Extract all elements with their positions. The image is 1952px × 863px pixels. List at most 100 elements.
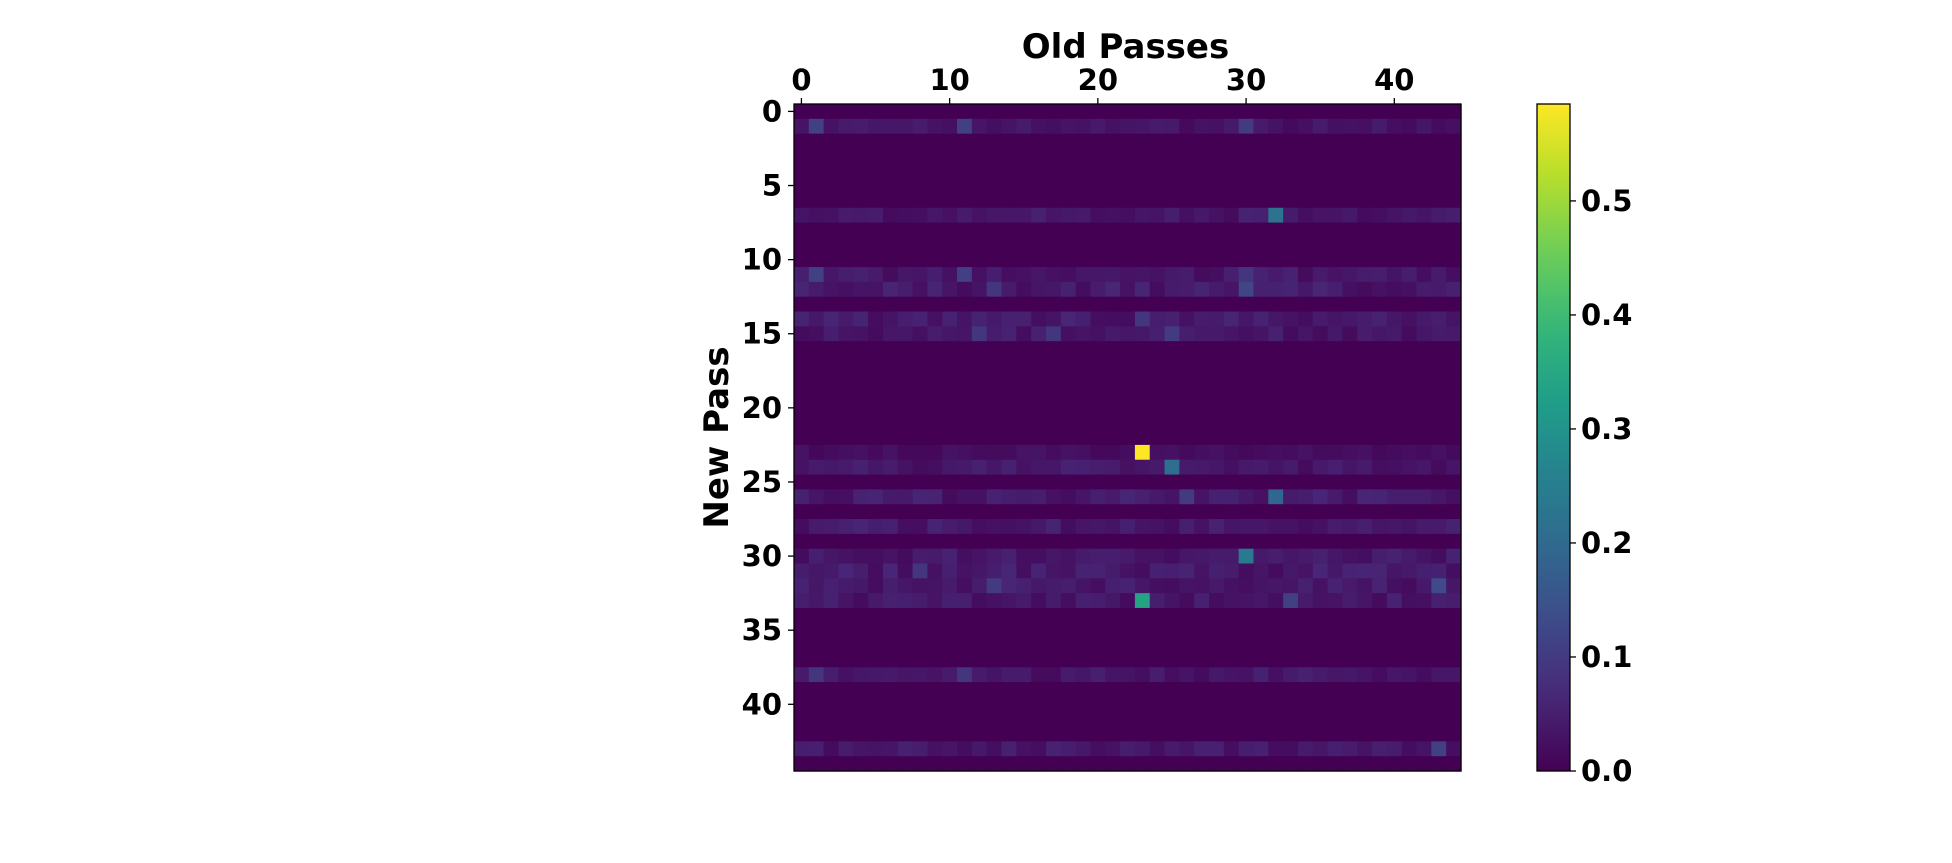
heatmap-cell <box>1179 133 1195 150</box>
heatmap-cell <box>1120 504 1136 520</box>
heatmap-cell <box>1268 104 1284 120</box>
heatmap-cell <box>1431 637 1447 654</box>
heatmap-cell <box>1238 548 1255 565</box>
heatmap-cell <box>957 118 973 135</box>
heatmap-cell <box>1268 415 1284 431</box>
heatmap-cell <box>1268 696 1284 713</box>
heatmap-cell <box>986 563 1003 579</box>
heatmap-cell <box>897 741 914 757</box>
heatmap-cell <box>1060 370 1077 387</box>
heatmap-cell <box>1090 148 1106 164</box>
heatmap-cell <box>794 519 810 535</box>
heatmap-cell <box>1149 756 1166 772</box>
heatmap-cell <box>942 148 958 164</box>
heatmap-cell <box>1416 504 1432 520</box>
heatmap-cell <box>868 237 884 253</box>
heatmap-cell <box>927 444 943 461</box>
heatmap-cell <box>882 430 899 446</box>
heatmap-cell <box>1031 355 1047 372</box>
heatmap-cell <box>868 622 884 639</box>
heatmap-cell <box>1001 756 1017 772</box>
heatmap-cell <box>1149 296 1166 313</box>
heatmap-cell <box>1060 178 1077 194</box>
heatmap-cell <box>912 192 928 209</box>
heatmap-cell <box>1105 548 1121 565</box>
heatmap-cell <box>853 741 869 757</box>
heatmap-cell <box>1446 178 1462 194</box>
heatmap-cell <box>1149 163 1166 179</box>
heatmap-cell <box>1105 682 1121 698</box>
heatmap-cell <box>794 696 810 713</box>
heatmap-cell <box>853 489 869 505</box>
heatmap-cell <box>1268 622 1284 639</box>
heatmap-cell <box>1134 519 1151 535</box>
heatmap-cell <box>1194 192 1210 209</box>
heatmap-cell <box>1209 118 1225 135</box>
heatmap-cell <box>1031 563 1047 579</box>
heatmap-cell <box>971 415 988 431</box>
heatmap-cell <box>971 696 988 713</box>
heatmap-cell <box>1357 400 1373 416</box>
heatmap-cell <box>927 163 943 179</box>
heatmap-cell <box>912 741 928 757</box>
heatmap-cell <box>1327 622 1344 639</box>
heatmap-cell <box>1283 192 1299 209</box>
heatmap-cell <box>1238 741 1255 757</box>
heatmap-cell <box>1075 637 1092 654</box>
heatmap-cell <box>1297 726 1314 742</box>
heatmap-cell <box>1179 489 1195 505</box>
heatmap-cell <box>1031 489 1047 505</box>
heatmap-cell <box>927 667 943 683</box>
heatmap-cell <box>1179 430 1195 446</box>
heatmap-cell <box>838 756 854 772</box>
heatmap-cell <box>1149 519 1166 535</box>
heatmap-cell <box>1031 133 1047 150</box>
heatmap-cell <box>1164 622 1180 639</box>
heatmap-cell <box>1016 415 1032 431</box>
heatmap-cell <box>1253 133 1269 150</box>
heatmap-cell <box>897 415 914 431</box>
heatmap-cell <box>927 178 943 194</box>
heatmap-cell <box>1120 326 1136 342</box>
heatmap-cell <box>1090 385 1106 402</box>
heatmap-cell <box>1372 667 1388 683</box>
heatmap-cell <box>853 415 869 431</box>
heatmap-cell <box>1105 355 1121 372</box>
heatmap-cell <box>1090 756 1106 772</box>
heatmap-cell <box>1268 489 1284 505</box>
heatmap-cell <box>853 207 869 224</box>
heatmap-cell <box>1327 415 1344 431</box>
heatmap-cell <box>794 370 810 387</box>
heatmap-cell <box>1090 563 1106 579</box>
heatmap-cell <box>957 400 973 416</box>
heatmap-cell <box>868 667 884 683</box>
heatmap-cell <box>927 563 943 579</box>
heatmap-cell <box>808 267 825 283</box>
heatmap-cell <box>912 533 928 550</box>
heatmap-cell <box>912 474 928 490</box>
heatmap-cell <box>1031 578 1047 594</box>
heatmap-cell <box>853 296 869 313</box>
heatmap-cell <box>971 637 988 654</box>
heatmap-cell <box>942 311 958 327</box>
heatmap-cell <box>1105 400 1121 416</box>
heatmap-cell <box>1001 489 1017 505</box>
heatmap-cell <box>882 222 899 238</box>
heatmap-cell <box>912 667 928 683</box>
heatmap-cell <box>1431 622 1447 639</box>
heatmap-cell <box>986 548 1003 565</box>
heatmap-cell <box>1209 504 1225 520</box>
heatmap-cell <box>1386 756 1403 772</box>
heatmap-cell <box>897 178 914 194</box>
heatmap-cell <box>1120 756 1136 772</box>
heatmap-cell <box>1312 756 1329 772</box>
heatmap-cell <box>1268 519 1284 535</box>
heatmap-cell <box>1016 237 1032 253</box>
x-tick-label: 40 <box>1374 63 1414 97</box>
heatmap-cell <box>1209 296 1225 313</box>
heatmap-cell <box>1134 178 1151 194</box>
heatmap-cell <box>1060 652 1077 668</box>
heatmap-cell <box>1164 178 1180 194</box>
heatmap-cell <box>1268 459 1284 476</box>
heatmap-cell <box>1090 281 1106 298</box>
